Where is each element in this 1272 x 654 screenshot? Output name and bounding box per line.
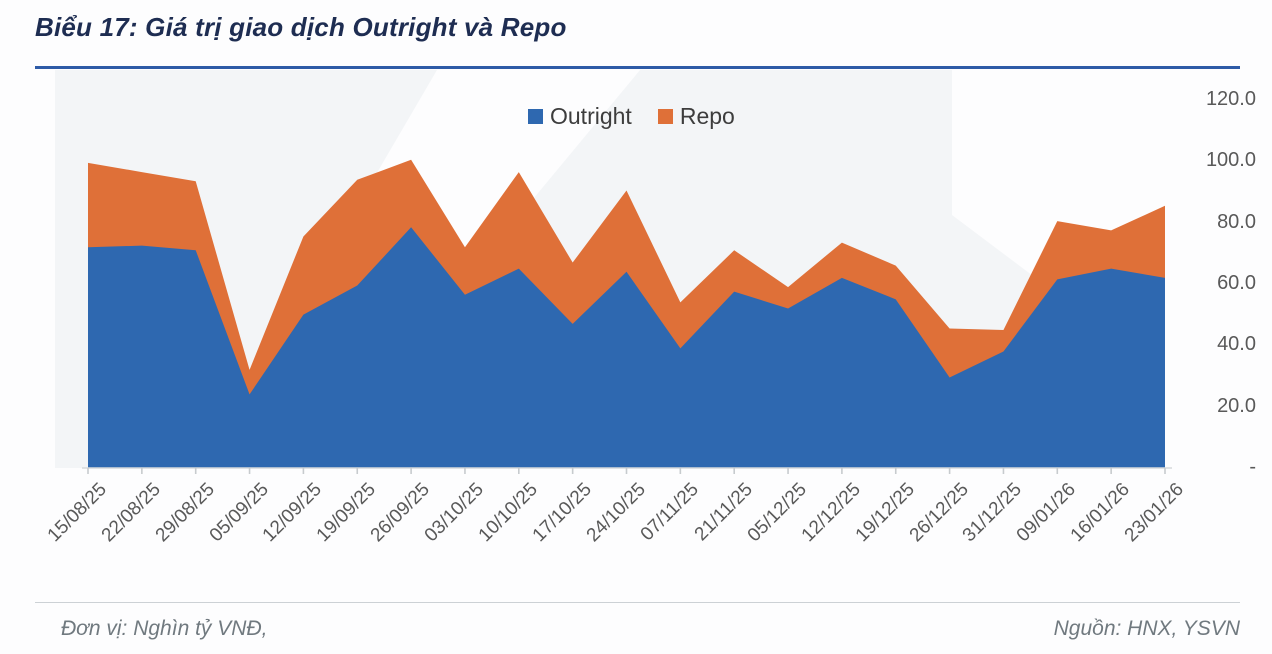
source-note: Nguồn: HNX, YSVN (1053, 617, 1240, 640)
footer-divider (35, 602, 1240, 603)
chart-legend: Outright Repo (528, 103, 735, 130)
legend-label-outright: Outright (550, 103, 632, 129)
page-title: Biểu 17: Giá trị giao dịch Outright và R… (35, 12, 567, 42)
y-axis-label: - (1249, 456, 1256, 478)
y-axis-label: 120.0 (1205, 88, 1256, 110)
outright-swatch-icon (528, 109, 543, 124)
legend-item-outright: Outright (528, 103, 632, 130)
y-axis-label: 20.0 (1217, 394, 1256, 417)
y-axis-label: 60.0 (1217, 272, 1256, 294)
y-axis-label: 40.0 (1217, 333, 1256, 356)
title-underline (35, 66, 1240, 69)
repo-swatch-icon (657, 109, 673, 124)
legend-label-repo: Repo (679, 103, 735, 129)
y-axis-label: 80.0 (1217, 210, 1256, 233)
outright-area-series (88, 227, 1165, 468)
y-axis-label: 100.0 (1205, 149, 1256, 172)
legend-item-repo: Repo (657, 103, 735, 130)
unit-note: Đơn vị: Nghìn tỷ VNĐ, (61, 617, 268, 640)
